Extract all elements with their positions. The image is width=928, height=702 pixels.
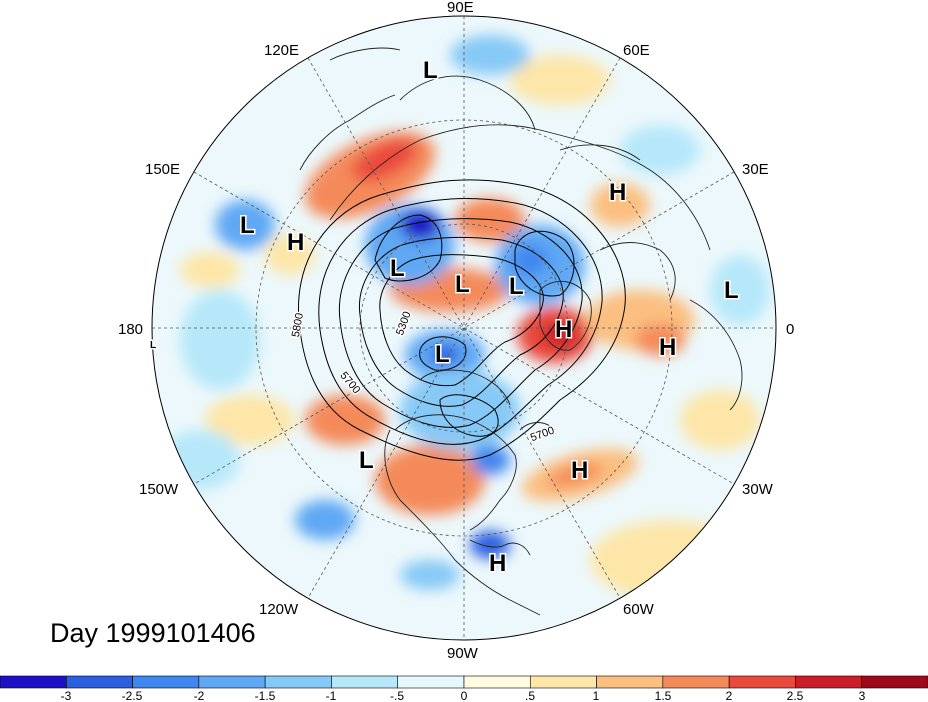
colorbar-swatch [331, 675, 399, 689]
colorbar-swatch [264, 675, 332, 689]
lon-label-60e: 60E [623, 42, 650, 59]
colorbar-tick: -2.5 [122, 689, 143, 702]
pressure-center-low: L [359, 447, 374, 474]
colorbar-ticks: -3 -2.5 -2 -1.5 -1 -.5 0 .5 1 1.5 2 2.5 … [61, 689, 866, 702]
colorbar: -3 -2.5 -2 -1.5 -1 -.5 0 .5 1 1.5 2 2.5 … [0, 675, 928, 702]
map-boundary [151, 15, 777, 641]
pressure-center-high: H [287, 229, 304, 256]
colorbar-swatch [728, 675, 796, 689]
colorbar-swatch [463, 675, 531, 689]
colorbar-tick: 1.5 [655, 689, 672, 702]
pressure-center-low: L [435, 341, 450, 368]
pressure-center-low: L [390, 255, 405, 282]
map-title: Day 1999101406 [50, 618, 256, 648]
colorbar-tick: -1 [326, 689, 337, 702]
colorbar-tick: 2 [726, 689, 733, 702]
lon-label-60w: 60W [623, 601, 655, 618]
colorbar-swatch [861, 675, 928, 689]
pressure-center-high: H [555, 316, 572, 343]
lon-label-180: 180 [118, 321, 143, 338]
colorbar-tick: -1.5 [255, 689, 276, 702]
height-contours [298, 179, 626, 461]
lon-label-30e: 30E [742, 161, 769, 178]
colorbar-swatch [132, 675, 200, 689]
longitude-labels: 90E 60E 30E 0 30W 60W 90W 120W 150W 180 … [118, 0, 794, 662]
colorbar-swatch [65, 675, 133, 689]
colorbar-swatch [596, 675, 664, 689]
colorbar-tick: 3 [859, 689, 866, 702]
lon-label-90w: 90W [447, 645, 479, 662]
pressure-centers: L L H H L L L H H L L L H H L H [149, 56, 741, 579]
pressure-center-high: H [659, 334, 676, 361]
lon-label-150e: 150E [145, 161, 180, 178]
contour-label-5800: 5800 [290, 312, 306, 338]
pressure-center-low: L [455, 271, 470, 298]
colorbar-tick: 0 [461, 689, 468, 702]
pressure-center-low: L [509, 273, 524, 300]
lon-label-0: 0 [786, 321, 794, 338]
pressure-center-low: L [150, 340, 156, 351]
colorbar-tick: 2.5 [787, 689, 804, 702]
pressure-center-high: H [609, 179, 626, 206]
colorbar-swatch [662, 675, 730, 689]
colorbar-swatch [529, 675, 597, 689]
colorbar-boxes [0, 675, 928, 689]
pressure-center-low: L [240, 212, 255, 239]
coastlines [299, 47, 743, 616]
colorbar-swatch [198, 675, 266, 689]
lon-label-90e: 90E [447, 0, 474, 16]
lon-label-120w: 120W [259, 601, 299, 618]
lon-label-150w: 150W [139, 481, 179, 498]
pressure-center-low: L [423, 57, 438, 84]
pressure-center-high: H [571, 457, 588, 484]
colorbar-tick: 1 [593, 689, 600, 702]
colorbar-tick: .5 [525, 689, 535, 702]
colorbar-swatch [0, 675, 67, 689]
lon-label-120e: 120E [264, 42, 299, 59]
lon-label-30w: 30W [742, 481, 774, 498]
colorbar-swatch [397, 675, 465, 689]
colorbar-tick: -3 [61, 689, 72, 702]
graticule [152, 16, 776, 640]
colorbar-swatch [795, 675, 863, 689]
pressure-center-high: H [489, 550, 506, 577]
pressure-center-low: L [724, 277, 739, 304]
colorbar-tick: -.5 [390, 689, 404, 702]
colorbar-tick: -2 [194, 689, 205, 702]
